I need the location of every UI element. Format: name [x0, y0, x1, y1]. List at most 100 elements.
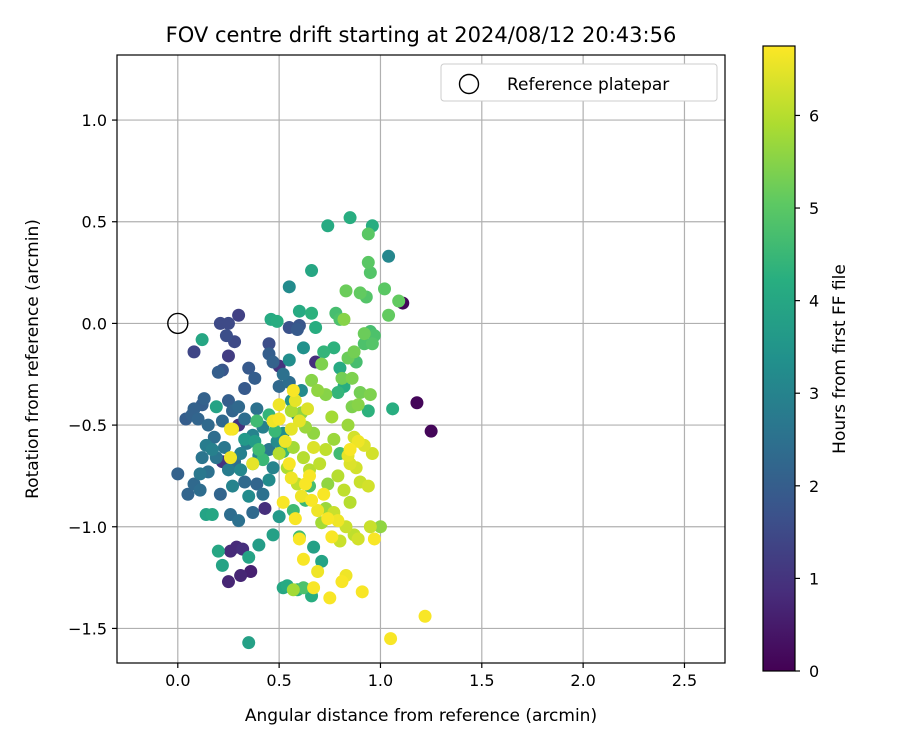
data-point	[272, 510, 286, 524]
data-point	[392, 294, 406, 308]
data-point	[284, 471, 298, 485]
data-point	[242, 361, 256, 375]
data-point	[201, 418, 215, 432]
data-point	[238, 432, 252, 446]
y-tick-label: 0.5	[82, 213, 107, 232]
data-point	[272, 447, 286, 461]
data-point	[365, 447, 379, 461]
colorbar-tick-label: 1	[809, 569, 819, 588]
data-point	[327, 432, 341, 446]
data-point	[315, 357, 329, 371]
data-point	[272, 412, 286, 426]
data-point	[221, 349, 235, 363]
x-tick-label: 1.0	[368, 671, 393, 690]
data-point	[319, 442, 333, 456]
data-point	[347, 345, 361, 359]
data-point	[244, 564, 258, 578]
data-point	[335, 575, 349, 589]
data-point	[181, 487, 195, 501]
data-point	[278, 434, 292, 448]
data-point	[307, 581, 321, 595]
data-point	[361, 479, 375, 493]
data-point	[361, 255, 375, 269]
legend-box	[440, 63, 718, 102]
data-point	[238, 381, 252, 395]
colorbar-tick-label: 2	[809, 477, 819, 496]
data-point	[361, 404, 375, 418]
data-point	[311, 564, 325, 578]
y-tick-label: −1.0	[68, 518, 107, 537]
x-tick-label: 2.5	[672, 671, 697, 690]
data-point	[296, 552, 310, 566]
data-point	[197, 392, 211, 406]
data-point	[221, 575, 235, 589]
data-point	[246, 506, 260, 520]
data-point	[238, 412, 252, 426]
data-point	[213, 487, 227, 501]
data-point	[193, 483, 207, 497]
data-point	[321, 219, 335, 233]
data-point	[262, 473, 276, 487]
data-point	[215, 414, 229, 428]
data-point	[290, 323, 304, 337]
data-point	[272, 379, 286, 393]
data-point	[321, 477, 335, 491]
data-point	[353, 386, 367, 400]
data-point	[311, 384, 325, 398]
data-point	[365, 337, 379, 351]
plot-frame	[116, 54, 726, 664]
data-point	[321, 512, 335, 526]
data-point	[353, 286, 367, 300]
data-point	[363, 388, 377, 402]
data-point	[382, 249, 396, 263]
data-point	[232, 514, 246, 528]
colorbar-tick-label: 5	[809, 199, 819, 218]
data-point	[242, 550, 256, 564]
data-point	[292, 304, 306, 318]
y-axis-ticks: −1.5 −1.0 −0.5 0.0 0.5 1.0	[68, 111, 117, 638]
data-point	[327, 341, 341, 355]
data-point	[250, 414, 264, 428]
data-point	[266, 355, 280, 369]
data-point	[262, 442, 276, 456]
data-point	[193, 467, 207, 481]
data-point	[250, 402, 264, 416]
data-point	[282, 280, 296, 294]
data-point	[331, 514, 345, 528]
data-point	[266, 528, 280, 542]
data-point	[315, 554, 329, 568]
data-point	[335, 371, 349, 385]
y-axis-label: Rotation from reference (arcmin)	[23, 219, 43, 499]
data-point	[305, 373, 319, 387]
data-point	[317, 345, 331, 359]
data-point	[325, 530, 339, 544]
grid	[117, 55, 725, 663]
data-point	[282, 353, 296, 367]
data-point	[296, 451, 310, 465]
data-point	[256, 487, 270, 501]
data-point	[288, 394, 302, 408]
colorbar-tick-label: 6	[809, 106, 819, 125]
data-point	[343, 211, 357, 225]
data-point	[238, 475, 252, 489]
data-point	[361, 227, 375, 241]
data-point	[215, 558, 229, 572]
data-point	[286, 583, 300, 597]
data-point	[363, 266, 377, 280]
data-point	[272, 398, 286, 412]
data-point	[331, 469, 345, 483]
data-point	[378, 282, 392, 296]
data-point	[384, 632, 398, 646]
data-point	[234, 447, 248, 461]
data-point	[223, 422, 237, 436]
data-point	[341, 418, 355, 432]
data-point	[357, 327, 371, 341]
data-point	[268, 424, 282, 438]
data-point	[343, 495, 357, 509]
x-tick-label: 2.0	[570, 671, 595, 690]
y-tick-label: 1.0	[82, 111, 107, 130]
data-point	[217, 440, 231, 454]
colorbar-ticks: 0 1 2 3 4 5 6	[795, 106, 819, 681]
data-point	[248, 371, 262, 385]
